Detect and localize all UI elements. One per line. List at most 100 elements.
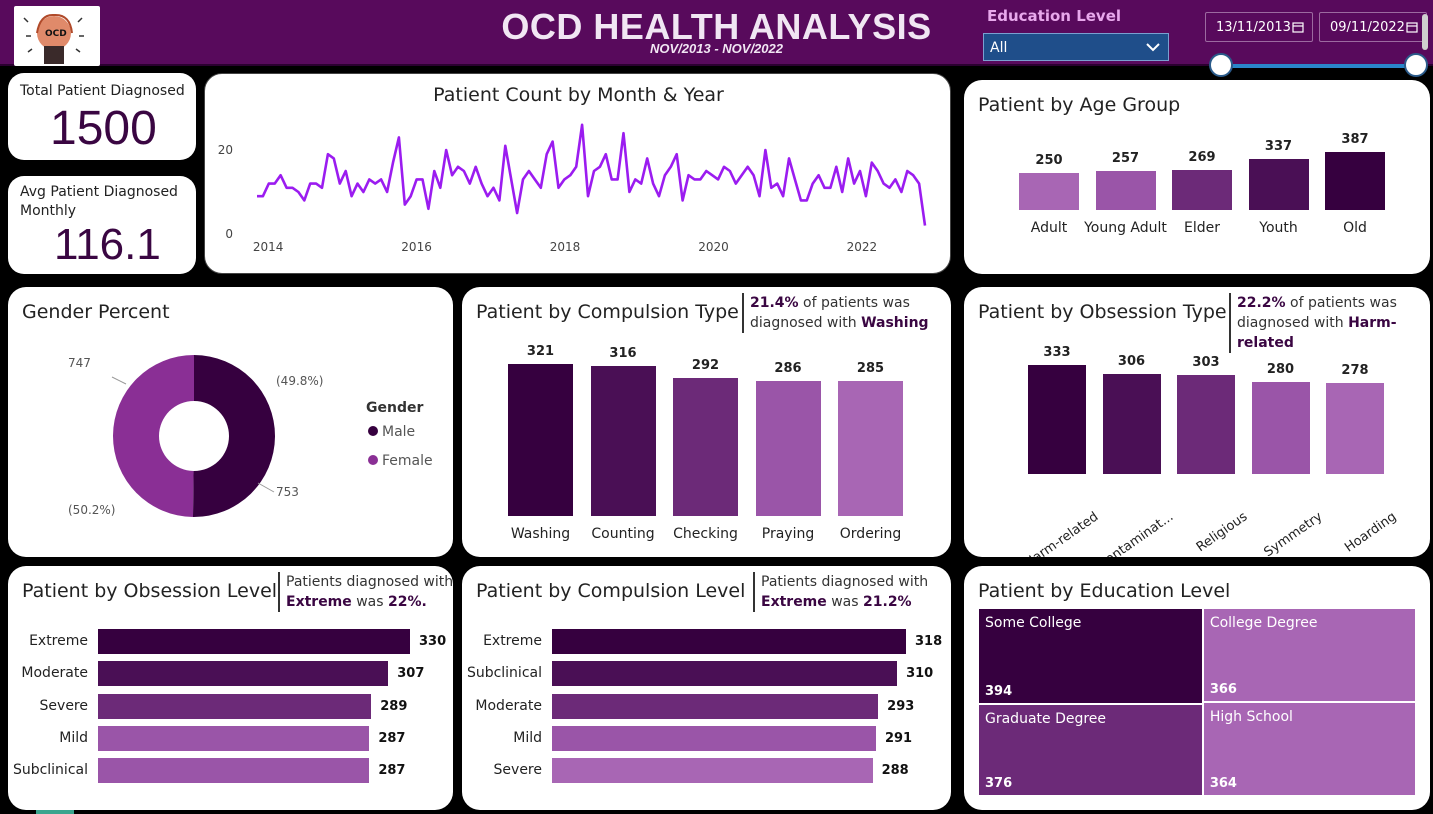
bar-value-label: 387 <box>1341 132 1369 147</box>
gender-card: Gender Percent 753 (50.2%) 747 (49.8%) Gend… <box>8 287 453 557</box>
bar <box>755 380 821 516</box>
bar-value-label: 307 <box>397 666 425 682</box>
bar <box>552 693 879 719</box>
education-filter-dropdown[interactable]: All <box>983 33 1169 61</box>
bar-value-label: 250 <box>1035 152 1063 168</box>
bar <box>673 377 738 516</box>
scrollbar[interactable] <box>1422 14 1428 50</box>
bar <box>1028 365 1086 474</box>
gender-donut-chart: 753 (50.2%) 747 (49.8%) <box>68 355 323 517</box>
svg-text:OCD: OCD <box>45 29 67 39</box>
bar <box>1095 171 1156 210</box>
bar <box>98 758 370 784</box>
bar-value-label: 289 <box>380 698 408 714</box>
kpi-avg-value: 116.1 <box>54 220 161 269</box>
bar-value-label: 293 <box>887 698 915 714</box>
calendar-icon <box>1406 22 1418 33</box>
education-filter-value: All <box>990 40 1008 56</box>
education-filter-label: Education Level <box>987 7 1122 25</box>
category-label: Moderate <box>21 665 88 682</box>
bar-value-label: 318 <box>915 634 943 649</box>
dashboard-subtitle: NOV/2013 - NOV/2022 <box>650 41 783 56</box>
note-bold: Harm-related <box>1237 315 1397 351</box>
compulsion-type-note: 21.4% of patients was diagnosed with Was… <box>742 293 940 333</box>
bar-value-label: 288 <box>881 763 909 779</box>
age-chart-title: Patient by Age Group <box>978 94 1181 116</box>
bar <box>552 629 906 654</box>
note-mid: was <box>826 594 864 610</box>
slider-handle-end[interactable] <box>1404 53 1428 77</box>
date-end-input[interactable]: 09/11/2022 <box>1319 12 1427 42</box>
bar-value-label: 287 <box>378 730 406 746</box>
bar <box>98 725 370 751</box>
dashboard-title: OCD HEALTH ANALYSIS <box>501 6 932 47</box>
category-label: Mild <box>513 729 542 746</box>
note-text: of patients was diagnosed with <box>750 295 910 331</box>
page-tab-indicator[interactable] <box>36 810 74 814</box>
bar <box>98 661 389 687</box>
category-label: Youth <box>1259 220 1298 236</box>
monthly-count-card: Patient Count by Month & Year 0 20 2014 201… <box>204 73 951 274</box>
bar <box>98 693 372 719</box>
bar <box>1172 169 1232 210</box>
obsession-level-title: Patient by Obsession Level <box>22 580 278 602</box>
legend-item-female[interactable]: Female <box>368 453 433 469</box>
obsession-level-card: Patient by Obsession Level Patients diag… <box>8 566 453 810</box>
donut-slice-female[interactable] <box>112 355 194 517</box>
category-label: Old <box>1343 220 1367 236</box>
bar-value-label: 333 <box>1043 345 1071 360</box>
obsession-type-card: Patient by Obsession Type 22.2% of patie… <box>964 287 1430 557</box>
bar-value-label: 285 <box>856 361 885 377</box>
x-tick-label: 2016 <box>401 240 432 254</box>
bar <box>838 381 903 516</box>
category-label: Subclinical <box>12 762 88 779</box>
category-label: Young Adult <box>1084 220 1167 236</box>
bar <box>552 661 898 687</box>
compulsion-type-title: Patient by Compulsion Type <box>476 301 739 323</box>
treemap-tile-value: 376 <box>985 775 1013 791</box>
bar-value-label: 286 <box>774 360 802 376</box>
education-title: Patient by Education Level <box>978 580 1231 602</box>
date-range-slider[interactable] <box>1222 64 1417 68</box>
treemap-tile-value: 394 <box>985 684 1013 700</box>
bar-value-label: 257 <box>1111 151 1140 167</box>
category-label: Contaminat... <box>1094 509 1176 557</box>
y-tick-label: 20 <box>218 143 233 157</box>
donut-pct-label: (50.2%) <box>68 503 115 517</box>
bar-value-label: 330 <box>419 634 447 649</box>
gender-chart-title: Gender Percent <box>22 301 170 323</box>
bar-value-label: 292 <box>691 357 720 373</box>
x-tick-label: 2018 <box>550 240 581 254</box>
date-start-value: 13/11/2013 <box>1216 20 1291 35</box>
donut-data-label: 753 <box>276 485 299 499</box>
legend-item-male[interactable]: Male <box>368 424 415 440</box>
category-label: Severe <box>39 697 88 714</box>
note-text: of patients was diagnosed with <box>1237 295 1397 331</box>
treemap-tile-label: College Degree <box>1209 615 1318 631</box>
donut-leader-line <box>111 376 127 385</box>
gender-legend-title: Gender <box>366 400 424 416</box>
bar-value-label: 278 <box>1341 363 1369 378</box>
chevron-down-icon <box>1146 43 1160 52</box>
category-label: Elder <box>1184 220 1220 236</box>
category-label: Counting <box>591 526 655 542</box>
note-mid: was <box>351 594 389 610</box>
category-label: Mild <box>59 729 88 746</box>
kpi-total-card: Total Patient Diagnosed 1500 <box>8 73 196 160</box>
treemap-tile: Some College 394 <box>978 608 1203 705</box>
category-label: Subclinical <box>466 665 542 682</box>
bar <box>552 725 876 751</box>
date-start-input[interactable]: 13/11/2013 <box>1205 12 1313 42</box>
bar-value-label: 291 <box>884 730 913 746</box>
compulsion-level-card: Patient by Compulsion Level Patients dia… <box>462 566 951 810</box>
slider-handle-start[interactable] <box>1209 53 1233 77</box>
category-label: Adult <box>1030 220 1068 236</box>
kpi-total-value: 1500 <box>50 102 157 155</box>
x-tick-label: 2014 <box>253 240 284 254</box>
treemap-tile-label: Graduate Degree <box>985 711 1107 728</box>
category-label: Washing <box>510 526 571 542</box>
donut-slice-male[interactable] <box>192 355 275 517</box>
date-end-value: 09/11/2022 <box>1330 20 1405 35</box>
category-label: Extreme <box>29 633 88 649</box>
treemap-tile-value: 366 <box>1209 682 1237 698</box>
